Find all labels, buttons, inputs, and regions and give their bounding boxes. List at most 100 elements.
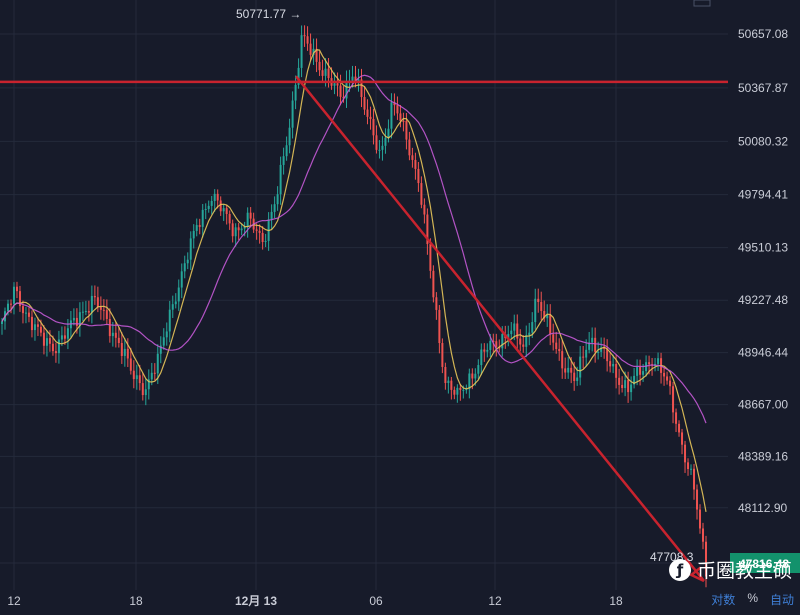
candle-body xyxy=(489,340,492,350)
x-axis: 12 18 12月 13 06 12 18 xyxy=(7,594,623,608)
candle-body xyxy=(519,338,522,345)
candle-body xyxy=(561,351,564,369)
candle-body xyxy=(117,337,120,343)
watermark-text: 币圈教主硕 xyxy=(696,560,792,582)
candle-body xyxy=(525,335,528,347)
last-price-value: 47816.48 xyxy=(739,557,789,571)
candle-body xyxy=(522,344,525,347)
candle-body xyxy=(687,462,690,469)
candle-body xyxy=(345,81,348,99)
candle-body xyxy=(153,372,156,374)
x-tick-label: 18 xyxy=(609,594,623,608)
y-tick-label: 50367.87 xyxy=(738,81,788,95)
candle-body xyxy=(621,384,624,389)
candle-body xyxy=(648,362,651,365)
candle-body xyxy=(600,347,603,352)
settings-box-icon xyxy=(693,0,711,7)
candle-body xyxy=(627,380,630,393)
candle-body xyxy=(201,209,204,227)
candle-body xyxy=(1,321,3,324)
candle-body xyxy=(690,468,693,470)
candle-body xyxy=(9,303,12,305)
x-tick-label: 12 xyxy=(488,594,502,608)
percent-scale-toggle[interactable]: % xyxy=(747,591,758,605)
candle-body xyxy=(678,423,681,433)
candle-body xyxy=(456,387,459,395)
candle-body xyxy=(675,412,678,424)
candle-body xyxy=(540,302,543,311)
candle-body xyxy=(291,100,294,128)
candle-body xyxy=(372,118,375,136)
candle-body xyxy=(366,109,369,117)
candle-body xyxy=(177,287,180,302)
candle-body xyxy=(375,135,378,150)
candle-body xyxy=(591,337,594,343)
y-tick-label: 49794.41 xyxy=(738,188,788,202)
candle-body xyxy=(294,84,297,101)
candle-body xyxy=(423,204,426,215)
candle-body xyxy=(576,377,579,381)
grid xyxy=(0,0,728,590)
candle-body xyxy=(171,304,174,310)
log-scale-toggle[interactable]: 对数 xyxy=(711,593,736,607)
candle-body xyxy=(567,367,570,373)
candle-body xyxy=(549,314,552,335)
scale-controls: 对数 % 自动 xyxy=(711,591,794,608)
candle-body xyxy=(447,380,450,384)
candle-body xyxy=(546,314,549,319)
candle-body xyxy=(594,337,597,352)
candle-body xyxy=(537,298,540,303)
candle-body xyxy=(237,227,240,231)
candle-body xyxy=(132,370,135,380)
candle-body xyxy=(438,309,441,344)
candle-body xyxy=(108,318,111,337)
y-tick-label: 50657.08 xyxy=(738,27,788,41)
candle-body xyxy=(672,386,675,413)
candle-body xyxy=(42,332,45,346)
candle-body xyxy=(408,139,411,156)
watermark-logo-icon: ƒ xyxy=(668,558,691,581)
candle-body xyxy=(276,194,279,205)
candles xyxy=(1,25,707,588)
candle-body xyxy=(75,317,78,326)
candle-body xyxy=(363,97,366,110)
candle-body xyxy=(474,373,477,379)
candle-body xyxy=(471,373,474,379)
candle-body xyxy=(612,363,615,367)
candle-body xyxy=(663,372,666,377)
candle-body xyxy=(393,102,396,106)
candle-body xyxy=(60,335,63,340)
candle-body xyxy=(192,230,195,239)
candle-body xyxy=(123,348,126,356)
candle-body xyxy=(384,137,387,146)
candle-body xyxy=(354,76,357,82)
candle-body xyxy=(510,330,513,335)
moving-averages xyxy=(1,49,707,513)
x-tick-label: 12月 13 xyxy=(235,594,277,608)
ma-fast-line xyxy=(1,49,707,513)
candle-body xyxy=(630,384,633,393)
candle-body xyxy=(264,240,267,243)
ma-slow-line xyxy=(1,74,707,424)
auto-scale-toggle[interactable]: 自动 xyxy=(769,593,794,607)
candle-body xyxy=(579,356,582,378)
y-tick-label: 49227.48 xyxy=(738,293,788,307)
candle-body xyxy=(303,35,306,37)
candle-body xyxy=(615,363,618,378)
candle-body xyxy=(420,183,423,205)
candle-body xyxy=(606,348,609,362)
candle-body xyxy=(174,301,177,305)
candle-body xyxy=(702,528,705,542)
candle-body xyxy=(351,76,354,81)
candle-body xyxy=(405,120,408,140)
candle-body xyxy=(288,127,291,146)
candle-body xyxy=(138,375,141,384)
candle-body xyxy=(162,337,165,346)
candle-body xyxy=(66,328,69,339)
candle-body xyxy=(564,368,567,373)
candle-body xyxy=(24,312,27,314)
candle-body xyxy=(432,270,435,298)
candle-body xyxy=(507,334,510,339)
candle-body xyxy=(426,214,429,245)
